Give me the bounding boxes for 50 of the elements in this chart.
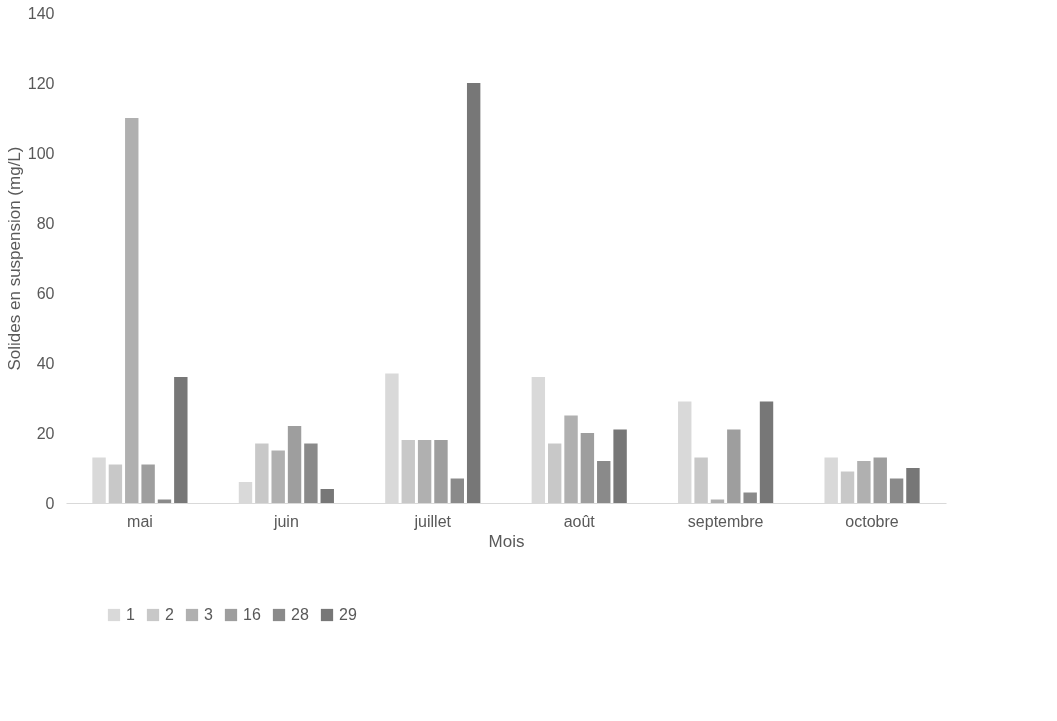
legend-label: 16 xyxy=(243,606,261,623)
bar xyxy=(597,461,611,503)
y-axis-title: Solides en suspension (mg/L) xyxy=(4,146,24,371)
legend-label: 2 xyxy=(165,606,174,623)
bar xyxy=(255,443,269,503)
y-tick-label: 60 xyxy=(36,284,55,302)
bar xyxy=(889,478,904,503)
bar xyxy=(434,440,448,503)
bar xyxy=(743,492,757,503)
bar xyxy=(271,450,285,503)
bar xyxy=(320,489,334,503)
y-tick-label: 0 xyxy=(45,494,55,512)
bar xyxy=(613,429,627,503)
bar xyxy=(694,457,708,503)
y-tick-label: 120 xyxy=(27,74,55,92)
bar xyxy=(840,471,855,503)
x-tick-label: juillet xyxy=(413,512,452,530)
bar xyxy=(450,478,465,503)
bar xyxy=(304,443,318,503)
y-tick-label: 80 xyxy=(36,214,55,232)
y-tick-label: 20 xyxy=(36,424,55,442)
bar xyxy=(466,83,481,503)
bar xyxy=(547,443,562,503)
bar xyxy=(401,440,415,503)
legend-label: 1 xyxy=(126,606,135,623)
x-tick-label: juin xyxy=(272,512,299,530)
bar xyxy=(857,461,871,503)
x-tick-label: mai xyxy=(127,512,153,530)
bar xyxy=(580,433,595,503)
bar xyxy=(564,415,578,503)
bar xyxy=(287,426,302,503)
x-tick-label: septembre xyxy=(687,512,764,530)
y-tick-label: 140 xyxy=(27,4,55,22)
bar xyxy=(141,464,155,503)
legend-label: 28 xyxy=(291,606,309,623)
bar xyxy=(417,440,432,503)
y-tick-label: 100 xyxy=(27,144,55,162)
bar xyxy=(125,118,139,503)
x-tick-label: août xyxy=(563,512,596,530)
x-axis-title: Mois xyxy=(488,531,525,551)
bar xyxy=(759,401,774,503)
legend-label: 3 xyxy=(204,606,213,623)
y-tick-label: 40 xyxy=(36,354,55,372)
bar xyxy=(108,464,123,503)
bar xyxy=(873,457,887,503)
x-tick-label: octobre xyxy=(845,512,899,530)
bar xyxy=(174,377,188,503)
bar xyxy=(727,429,741,503)
bar xyxy=(906,468,920,503)
legend-label: 29 xyxy=(339,606,357,623)
